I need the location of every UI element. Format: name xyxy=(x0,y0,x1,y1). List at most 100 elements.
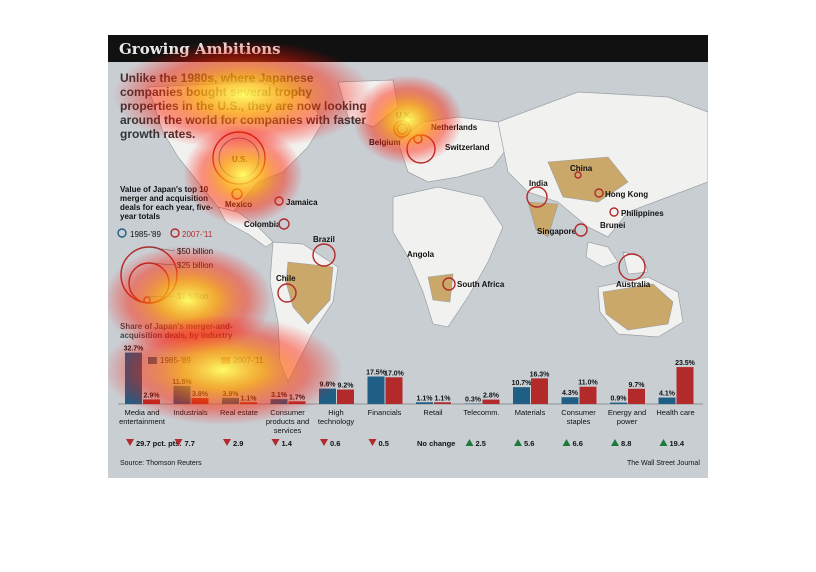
change-value: 19.4 xyxy=(670,439,685,448)
bar-value-label: 32.7% xyxy=(124,346,145,353)
industry-bar-chart: 32.7% 2.9% Media and entertainment 29.7 pct.… xyxy=(118,346,703,448)
bar-value-label: 3.9% xyxy=(223,391,240,398)
bar-value-label: 4.3% xyxy=(562,390,579,397)
category-label: Telecomm. xyxy=(463,408,499,417)
bar-2007-11-1 xyxy=(191,398,209,404)
bar-2007-11-10 xyxy=(628,388,645,404)
bar-value-label: 1.7% xyxy=(289,394,306,401)
change-value: 6.6 xyxy=(573,439,583,448)
place-chile: Chile xyxy=(276,274,296,283)
legend-swatch-2 xyxy=(221,357,230,364)
bar-1985-89-11 xyxy=(658,397,676,404)
bar-1985-89-3 xyxy=(270,399,288,404)
bar-2007-11-2 xyxy=(240,402,257,404)
bar-1985-89-10 xyxy=(610,402,627,404)
category-label: Energy and power xyxy=(608,408,646,426)
credit: The Wall Street Journal xyxy=(627,460,700,467)
bar-1985-89-0 xyxy=(125,352,142,404)
bar-1985-89-6 xyxy=(416,402,433,404)
bar-2007-11-8 xyxy=(531,378,548,404)
bar-value-label: 10.7% xyxy=(512,380,533,387)
bar-1985-89-9 xyxy=(561,397,579,404)
up-triangle-icon xyxy=(611,439,619,446)
bar-value-label: 17.5% xyxy=(366,370,387,377)
bar-1985-89-1 xyxy=(173,385,191,404)
bar-1985-89-8 xyxy=(513,387,530,404)
bar-value-label: 3.8% xyxy=(192,391,209,398)
bar-value-label: 11.0% xyxy=(578,380,598,387)
up-triangle-icon xyxy=(659,439,668,446)
change-value: 8.8 xyxy=(621,439,631,448)
down-triangle-icon xyxy=(126,439,134,446)
change-value: 1.4 xyxy=(282,439,293,448)
change-value: 2.9 xyxy=(233,439,243,448)
bar-value-label: 3.1% xyxy=(271,392,288,399)
down-triangle-icon xyxy=(368,439,377,446)
bar-value-label: 0.9% xyxy=(611,396,628,403)
bar-value-label: 16.3% xyxy=(530,371,551,378)
bar-2007-11-3 xyxy=(288,401,306,404)
change-value: 29.7 pct. pts. xyxy=(136,439,181,448)
legend-period-1: 1985-'89 xyxy=(130,230,161,239)
bar-value-label: 0.3% xyxy=(465,397,482,404)
place-brazil: Brazil xyxy=(313,235,335,244)
down-triangle-icon xyxy=(223,439,231,446)
category-label: Industrials xyxy=(173,408,207,417)
place-philippines: Philippines xyxy=(621,209,664,218)
bar-2007-11-4 xyxy=(337,389,354,404)
change-value: 0.5 xyxy=(379,439,389,448)
change-value: 7.7 xyxy=(185,439,195,448)
bar-2007-11-6 xyxy=(434,402,451,404)
up-triangle-icon xyxy=(465,439,474,446)
change-value: 0.6 xyxy=(330,439,340,448)
change-value: 5.6 xyxy=(524,439,534,448)
category-label: Materials xyxy=(515,408,546,417)
place-hong-kong: Hong Kong xyxy=(605,190,649,199)
bar-value-label: 9.8% xyxy=(320,382,337,389)
place-brunei: Brunei xyxy=(600,221,626,230)
place-australia: Australia xyxy=(616,280,651,289)
place-south-africa: South Africa xyxy=(457,280,505,289)
legend-period-2: 2007-'11 xyxy=(182,230,213,239)
bar-1985-89-2 xyxy=(222,397,239,404)
bar-2007-11-7 xyxy=(482,399,500,404)
up-triangle-icon xyxy=(562,439,571,446)
bar-value-label: 2.9% xyxy=(144,392,161,399)
infographic-panel: Growing Ambitions xyxy=(108,35,708,478)
bar-value-label: 17.0% xyxy=(384,370,405,377)
down-triangle-icon xyxy=(174,439,183,446)
bar-2007-11-11 xyxy=(676,367,694,404)
legend-swatch-1 xyxy=(148,357,157,364)
bar-value-label: 1.1% xyxy=(417,395,434,402)
category-label: Real estate xyxy=(220,408,258,417)
bar-value-label: 9.7% xyxy=(629,382,646,389)
bar-value-label: 2.8% xyxy=(483,393,500,400)
place-switzerland: Switzerland xyxy=(445,143,490,152)
category-label: Financials xyxy=(368,408,402,417)
down-triangle-icon xyxy=(320,439,328,446)
category-label: High technology xyxy=(318,408,355,426)
source-note: Source: Thomson Reuters xyxy=(120,460,202,467)
bar-2007-11-0 xyxy=(143,399,160,404)
bar-value-label: 11.5% xyxy=(172,379,192,386)
place-china: China xyxy=(570,164,593,173)
bar-value-label: 23.5% xyxy=(675,360,696,367)
change-value: 2.5 xyxy=(476,439,486,448)
category-label: Media and entertainment xyxy=(119,408,166,426)
change-value: No change xyxy=(417,439,455,448)
place-angola: Angola xyxy=(407,250,435,259)
bar-2007-11-5 xyxy=(385,377,403,404)
up-triangle-icon xyxy=(514,439,522,446)
bar-value-label: 9.2% xyxy=(338,383,355,390)
bar-value-label: 1.1% xyxy=(241,395,258,402)
bar-1985-89-5 xyxy=(367,376,385,404)
place-singapore: Singapore xyxy=(537,227,577,236)
category-label: Consumer staples xyxy=(561,408,596,426)
category-label: Health care xyxy=(656,408,694,417)
bar-value-label: 1.1% xyxy=(435,395,452,402)
place-india: India xyxy=(529,179,548,188)
down-triangle-icon xyxy=(271,439,280,446)
bar-value-label: 4.1% xyxy=(659,391,676,398)
category-label: Retail xyxy=(423,408,443,417)
category-label: Consumer products and services xyxy=(266,408,309,435)
